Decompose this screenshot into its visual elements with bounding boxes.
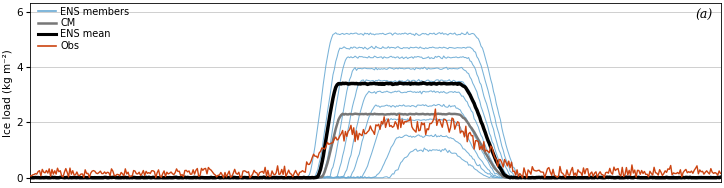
Y-axis label: Ice load (kg m⁻²): Ice load (kg m⁻²) (4, 49, 14, 136)
Text: (a): (a) (695, 9, 712, 22)
Legend: ENS members, CM, ENS mean, Obs: ENS members, CM, ENS mean, Obs (38, 7, 130, 51)
